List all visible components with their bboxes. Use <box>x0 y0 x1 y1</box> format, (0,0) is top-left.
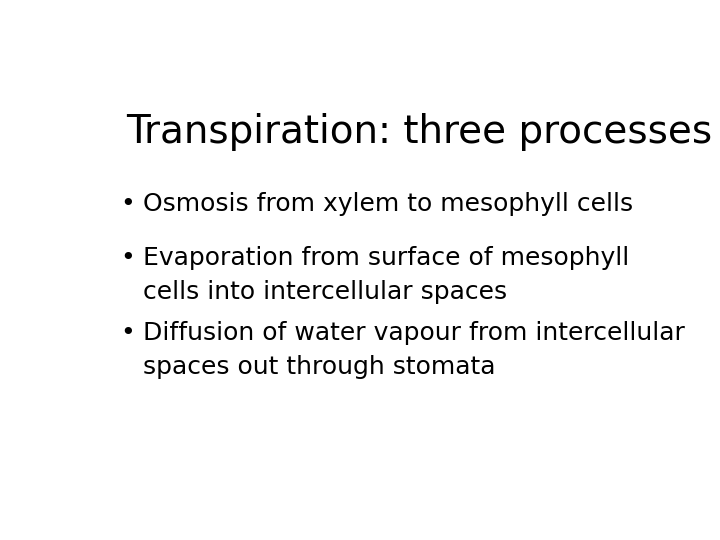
Text: •: • <box>121 321 135 345</box>
Text: spaces out through stomata: spaces out through stomata <box>143 355 495 379</box>
Text: Transpiration: three processes: Transpiration: three processes <box>126 113 712 151</box>
Text: Osmosis from xylem to mesophyll cells: Osmosis from xylem to mesophyll cells <box>143 192 633 215</box>
Text: •: • <box>121 246 135 269</box>
Text: Diffusion of water vapour from intercellular: Diffusion of water vapour from intercell… <box>143 321 685 345</box>
Text: •: • <box>121 192 135 215</box>
Text: cells into intercellular spaces: cells into intercellular spaces <box>143 280 507 304</box>
Text: Evaporation from surface of mesophyll: Evaporation from surface of mesophyll <box>143 246 629 269</box>
